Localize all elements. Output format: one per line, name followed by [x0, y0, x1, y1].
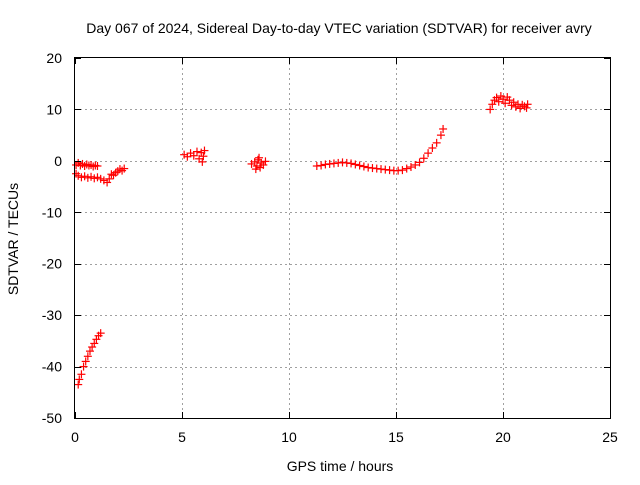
data-point [77, 370, 86, 379]
x-tick-label: 5 [178, 429, 186, 445]
data-point [486, 105, 495, 114]
data-point [415, 158, 424, 167]
data-point [432, 138, 441, 147]
data-point [523, 100, 532, 109]
data-point [255, 153, 264, 162]
data-point [509, 98, 518, 107]
data-point [83, 352, 92, 361]
data-point [261, 157, 270, 166]
x-tick-label: 15 [388, 429, 404, 445]
data-point [398, 166, 407, 175]
data-point [79, 362, 88, 371]
data-point [505, 96, 514, 105]
ticks-layer: 0 5 10 15 20 25 -50 -40 -30 -20 -10 0 10 20 [42, 50, 618, 445]
data-point [198, 157, 207, 166]
data-point [428, 144, 437, 152]
data-point [488, 100, 497, 109]
y-tick-label: -50 [42, 410, 62, 426]
y-tick-label: -30 [42, 307, 62, 323]
data-point [81, 357, 90, 366]
data-point [90, 339, 99, 348]
data-marks-layer [72, 92, 532, 389]
x-tick-label: 10 [281, 429, 297, 445]
y-tick-label: -20 [42, 256, 62, 272]
y-tick-label: -40 [42, 359, 62, 375]
data-point [317, 161, 326, 170]
data-point [436, 131, 445, 140]
y-tick-label: -10 [42, 204, 62, 220]
data-point [199, 152, 208, 161]
data-point [494, 97, 503, 106]
data-point [251, 165, 260, 174]
x-tick-label: 0 [71, 429, 79, 445]
data-point [200, 146, 209, 155]
data-point [411, 160, 420, 169]
data-point [355, 161, 364, 170]
grid-layer [75, 58, 610, 418]
data-point [424, 149, 433, 158]
data-point [406, 163, 415, 172]
data-point [93, 162, 102, 170]
data-point [75, 375, 84, 384]
chart-title: Day 067 of 2024, Sidereal Day-to-day VTE… [86, 20, 592, 36]
data-point [419, 154, 428, 163]
data-point [105, 174, 114, 183]
y-axis-label: SDTVAR / TECUs [5, 183, 21, 295]
plot-frame [74, 57, 611, 419]
y-tick-label: 0 [54, 153, 62, 169]
x-tick-label: 25 [602, 429, 618, 445]
data-point [499, 95, 507, 104]
data-point [351, 160, 360, 169]
data-point [347, 159, 356, 168]
y-tick-label: 20 [46, 50, 62, 66]
data-point [359, 162, 368, 171]
data-point [522, 103, 531, 112]
data-point [501, 99, 510, 108]
data-point [192, 147, 201, 156]
data-point [439, 124, 448, 133]
data-point [120, 164, 129, 173]
data-point [189, 151, 198, 160]
data-point [74, 380, 83, 389]
y-tick-label: 10 [46, 101, 62, 117]
x-tick-label: 20 [495, 429, 511, 445]
data-point [402, 164, 411, 173]
data-point [96, 329, 105, 338]
data-point [85, 347, 94, 356]
x-axis-label: GPS time / hours [287, 458, 394, 474]
data-point [492, 93, 501, 102]
